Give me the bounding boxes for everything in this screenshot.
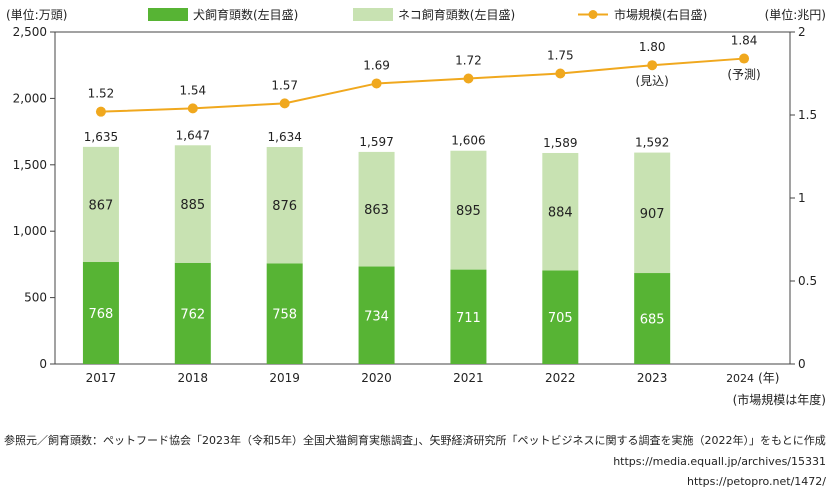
- market-point-2018: [187, 103, 198, 114]
- bar-label-dog-2021: 711: [456, 311, 481, 326]
- bar-cat-2020: [358, 151, 395, 267]
- left-axis-unit: (単位:万頭): [6, 7, 67, 22]
- source-url-petopro[interactable]: https://petopro.net/1472/: [687, 475, 826, 488]
- market-note-2024: (予測): [727, 68, 760, 82]
- bar-cat-2021: [450, 150, 487, 270]
- bar-cat-2017: [82, 146, 119, 263]
- legend-label-dog: 犬飼育頭数(左目盛): [193, 7, 298, 22]
- x-tick-label-2019: 2019: [269, 371, 300, 385]
- bar-total-label-2018: 1,647: [176, 128, 210, 142]
- market-note-2023: (見込): [636, 74, 669, 88]
- bar-label-cat-2019: 876: [272, 199, 297, 214]
- left-tick-label: 2,000: [13, 91, 47, 105]
- bar-dog-2020: [358, 266, 395, 364]
- market-point-2023: [647, 60, 658, 71]
- bar-cat-2022: [542, 152, 579, 271]
- market-value-label-2023: 1.80: [639, 40, 666, 54]
- market-size-line: [100, 57, 745, 113]
- bar-dog-2017: [82, 262, 119, 364]
- source-url-equall[interactable]: https://media.equall.jp/archives/15331: [613, 455, 826, 468]
- bar-label-cat-2020: 863: [364, 203, 389, 218]
- right-tick-label: 1.5: [798, 108, 817, 122]
- market-value-label-2019: 1.57: [271, 78, 298, 92]
- market-point-2024: [739, 53, 750, 64]
- market-point-2022: [555, 68, 566, 79]
- x-tick-label-2020: 2020: [361, 371, 392, 385]
- bar-dog-2023: [634, 273, 671, 364]
- left-tick-label: 1,000: [13, 224, 47, 238]
- x-tick-label-2018: 2018: [178, 371, 209, 385]
- bar-label-dog-2020: 734: [364, 309, 389, 324]
- bar-label-cat-2022: 884: [548, 206, 573, 221]
- bar-label-cat-2023: 907: [640, 207, 665, 222]
- market-point-2021: [463, 73, 474, 84]
- bar-cat-2019: [266, 147, 303, 264]
- bar-dog-2019: [266, 263, 303, 364]
- bar-total-label-2019: 1,634: [268, 130, 302, 144]
- market-value-label-2022: 1.75: [547, 49, 574, 63]
- x-tick-label-2017: 2017: [86, 371, 117, 385]
- left-tick-label: 500: [24, 291, 47, 305]
- right-tick-label: 2: [798, 25, 806, 39]
- right-tick-label: 0: [798, 357, 806, 371]
- legend-label-market: 市場規模(右目盛): [614, 7, 707, 22]
- x-axis-unit: (年): [758, 371, 779, 385]
- legend-swatch-cat: [353, 8, 393, 21]
- x-tick-label-2024: 2024: [726, 372, 754, 385]
- x-tick-label-2021: 2021: [453, 371, 484, 385]
- bar-dog-2022: [542, 270, 579, 364]
- bar-label-dog-2017: 768: [89, 307, 114, 322]
- bar-label-cat-2021: 895: [456, 204, 481, 219]
- x-tick-label-2022: 2022: [545, 371, 576, 385]
- market-point-2017: [95, 106, 106, 117]
- bar-label-dog-2023: 685: [640, 313, 665, 328]
- bar-total-label-2020: 1,597: [359, 135, 393, 149]
- bar-label-dog-2018: 762: [180, 307, 205, 322]
- source-note: 参照元／飼育頭数：ペットフード協会「2023年（令和5年）全国犬猫飼育実態調査」…: [4, 434, 826, 447]
- market-value-label-2017: 1.52: [88, 87, 115, 101]
- x-axis-note: (市場規模は年度): [733, 392, 826, 407]
- right-axis-unit: (単位:兆円): [765, 7, 826, 22]
- right-tick-label: 1: [798, 191, 806, 205]
- market-point-2019: [279, 98, 290, 109]
- bar-label-cat-2018: 885: [180, 198, 205, 213]
- bar-total-label-2023: 1,592: [635, 136, 669, 150]
- market-value-label-2018: 1.54: [179, 83, 206, 97]
- x-tick-label-2023: 2023: [637, 371, 668, 385]
- bar-total-label-2022: 1,589: [543, 136, 577, 150]
- bar-total-label-2021: 1,606: [451, 134, 485, 148]
- legend-swatch-dog: [148, 8, 188, 21]
- market-value-label-2020: 1.69: [363, 58, 390, 72]
- left-tick-label: 2,500: [13, 25, 47, 39]
- bar-cat-2018: [174, 145, 211, 263]
- left-tick-label: 0: [39, 357, 47, 371]
- left-tick-label: 1,500: [13, 158, 47, 172]
- right-tick-label: 0.5: [798, 274, 817, 288]
- bar-cat-2023: [634, 152, 671, 274]
- bar-label-cat-2017: 867: [89, 198, 114, 213]
- bar-total-label-2017: 1,635: [84, 130, 118, 144]
- market-value-label-2024: 1.84: [731, 34, 758, 48]
- market-point-2020: [371, 78, 382, 89]
- combo-chart: 05001,0001,5002,0002,50000.511.52(単位:万頭)…: [6, 7, 826, 407]
- bar-label-dog-2019: 758: [272, 308, 297, 323]
- legend-label-cat: ネコ飼育頭数(左目盛): [398, 7, 515, 22]
- legend-marker-market: [588, 10, 598, 19]
- bar-dog-2018: [174, 262, 211, 364]
- bar-dog-2021: [450, 269, 487, 364]
- bar-label-dog-2022: 705: [548, 311, 573, 326]
- market-value-label-2021: 1.72: [455, 53, 482, 67]
